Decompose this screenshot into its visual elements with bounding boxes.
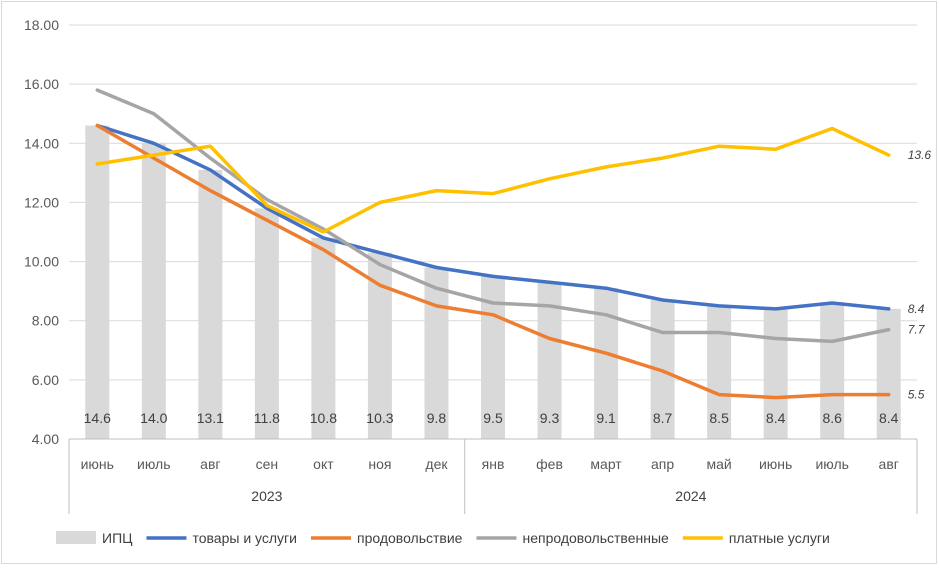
legend-label: платные услуги — [729, 530, 830, 546]
bar-ipc — [198, 169, 223, 439]
y-tick-label: 6.00 — [32, 372, 59, 388]
y-tick-label: 8.00 — [32, 313, 59, 329]
bar-data-label: 10.3 — [366, 410, 393, 426]
x-tick-label: дек — [425, 456, 448, 472]
line-series-4 — [95, 126, 891, 234]
y-tick-label: 16.00 — [24, 76, 59, 92]
x-tick-label: июнь — [759, 456, 792, 472]
bar-ipc — [85, 125, 110, 440]
bar-data-label: 11.8 — [254, 410, 280, 426]
year-group-label: 2023 — [251, 488, 282, 504]
bar-ipc — [254, 208, 279, 439]
bar-ipc — [424, 267, 449, 439]
bar-ipc — [141, 143, 166, 440]
x-tick-label: июнь — [81, 456, 114, 472]
legend-label: товары и услуги — [192, 530, 297, 546]
bar-data-label: 8.7 — [653, 410, 673, 426]
bar-ipc — [820, 302, 845, 439]
bar-ipc — [707, 305, 732, 439]
x-tick-label: июль — [815, 456, 848, 472]
year-group-label: 2024 — [675, 488, 706, 504]
bar-data-label: 8.4 — [879, 410, 899, 426]
bar-data-label: 9.5 — [483, 410, 503, 426]
x-tick-label: окт — [313, 456, 334, 472]
x-tick-label: сен — [256, 456, 279, 472]
y-tick-label: 10.00 — [24, 254, 59, 270]
end-value-label: 7.7 — [908, 323, 926, 337]
end-value-label: 13.6 — [908, 148, 932, 162]
x-tick-label: май — [707, 456, 732, 472]
line-series-1 — [95, 123, 891, 311]
bar-data-label: 13.1 — [197, 410, 224, 426]
y-tick-label: 14.00 — [24, 135, 59, 151]
x-tick-label: фев — [536, 456, 563, 472]
bar-ipc — [763, 308, 788, 439]
legend-label: продовольствие — [357, 530, 463, 546]
legend-label: ИПЦ — [102, 530, 133, 546]
x-tick-label: янв — [482, 456, 505, 472]
bar-ipc — [311, 237, 336, 439]
x-tick-label: июль — [137, 456, 170, 472]
bar-data-label: 8.4 — [766, 410, 786, 426]
bar-data-label: 9.3 — [540, 410, 560, 426]
bar-data-label: 14.6 — [84, 410, 111, 426]
line-series-3 — [95, 88, 891, 344]
bar-data-label: 8.5 — [709, 410, 729, 426]
bar-data-label: 14.0 — [140, 410, 167, 426]
legend-label: непродовольственные — [522, 530, 669, 546]
x-tick-label: ноя — [368, 456, 391, 472]
bar-data-label: 8.6 — [822, 410, 842, 426]
end-value-label: 8.4 — [908, 302, 925, 316]
line-series-2 — [95, 123, 891, 400]
legend-swatch-bar — [56, 531, 96, 544]
y-tick-label: 18.00 — [24, 17, 59, 33]
y-tick-label: 12.00 — [24, 194, 59, 210]
bar-data-label: 9.1 — [596, 410, 616, 426]
bar-data-label: 10.8 — [310, 410, 337, 426]
x-tick-label: авг — [200, 456, 220, 472]
x-tick-label: авг — [879, 456, 899, 472]
x-tick-label: апр — [651, 456, 674, 472]
y-tick-label: 4.00 — [32, 431, 59, 447]
end-value-label: 5.5 — [908, 388, 925, 402]
x-tick-label: март — [590, 456, 622, 472]
bar-data-label: 9.8 — [427, 410, 447, 426]
